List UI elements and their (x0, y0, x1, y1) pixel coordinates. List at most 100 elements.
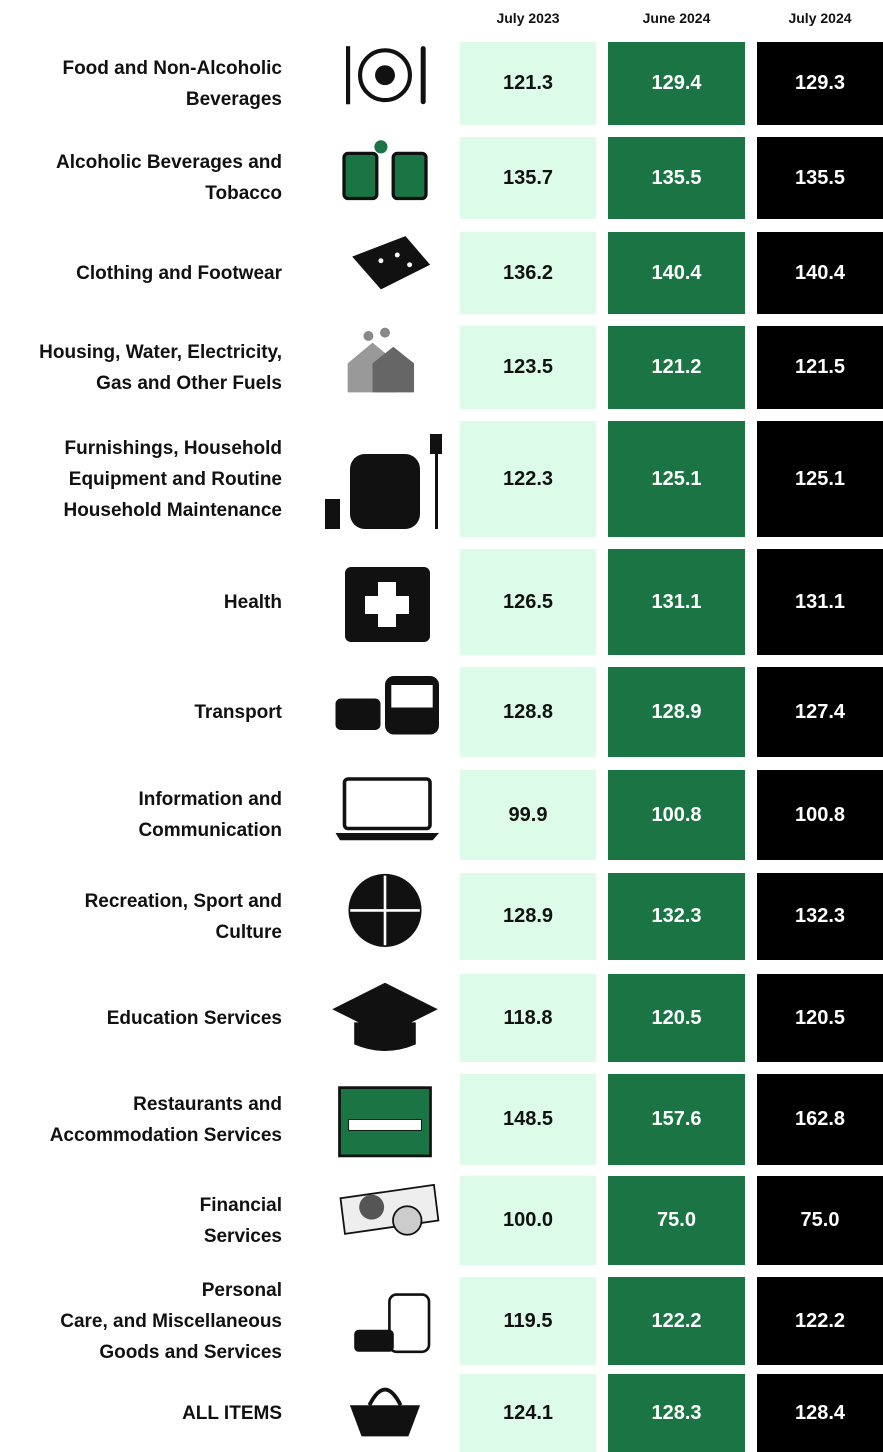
category-icon (320, 1277, 450, 1365)
value-cell: 131.1 (757, 549, 883, 655)
value-cell: 140.4 (757, 232, 883, 314)
value-cell: 118.8 (460, 974, 596, 1062)
row-label-line: Restaurants and (133, 1093, 282, 1115)
value-cell: 99.9 (460, 770, 596, 860)
value-cell: 121.2 (608, 326, 745, 409)
category-icon (320, 1176, 450, 1265)
icon (332, 982, 438, 1051)
value-cell: 100.0 (460, 1176, 596, 1265)
value-cell: 120.5 (608, 974, 745, 1062)
row-label-line: Gas and Other Fuels (96, 372, 282, 394)
row-label: Information and Communication (0, 770, 282, 860)
value-cell: 119.5 (460, 1277, 596, 1365)
row-label-line: Goods and Services (99, 1341, 282, 1363)
value-cell: 135.7 (460, 137, 596, 219)
icon (339, 1183, 440, 1236)
column-header: July 2024 (788, 10, 852, 26)
value-cell: 122.3 (460, 421, 596, 537)
icon (338, 1086, 432, 1158)
value-cell: 100.8 (608, 770, 745, 860)
row-label: Financial Services (0, 1176, 282, 1265)
value-cell: 157.6 (608, 1074, 745, 1165)
icon (347, 327, 415, 393)
row-label-line: Services (203, 1225, 282, 1247)
value-cell: 132.3 (757, 873, 883, 960)
value-cell: 129.4 (608, 42, 745, 125)
row-label-line: Financial (199, 1194, 282, 1216)
row-label: Clothing and Footwear (0, 232, 282, 314)
icon (352, 236, 431, 290)
category-icon (320, 873, 450, 960)
row-label: Transport (0, 667, 282, 757)
row-label-line: Recreation, Sport and (84, 890, 282, 912)
row-label-line: Culture (215, 921, 283, 943)
row-label-line: Health (223, 591, 282, 613)
row-label-line: Education Services (106, 1007, 282, 1029)
row-label-line: Accommodation Services (49, 1124, 282, 1146)
category-icon (320, 549, 450, 655)
value-cell: 120.5 (757, 974, 883, 1062)
category-icon (320, 770, 450, 860)
row-label: Food and Non-Alcoholic Beverages (0, 42, 282, 125)
row-label: Education Services (0, 974, 282, 1062)
value-cell: 128.3 (608, 1374, 745, 1452)
value-cell: 123.5 (460, 326, 596, 409)
value-cell: 125.1 (608, 421, 745, 537)
row-label-line: Furnishings, Household (64, 437, 282, 459)
value-cell: 132.3 (608, 873, 745, 960)
row-label-line: Equipment and Routine (68, 468, 282, 490)
category-icon (320, 42, 450, 125)
value-cell: 131.1 (608, 549, 745, 655)
category-icon (320, 974, 450, 1062)
value-cell: 121.5 (757, 326, 883, 409)
row-label-line: Household Maintenance (63, 499, 282, 521)
category-icon (320, 232, 450, 314)
value-cell: 100.8 (757, 770, 883, 860)
row-label: Recreation, Sport and Culture (0, 873, 282, 960)
row-label-line: Care, and Miscellaneous (60, 1310, 282, 1332)
row-label-line: Transport (194, 701, 282, 723)
row-label-line: Clothing and Footwear (76, 262, 282, 284)
value-cell: 128.8 (460, 667, 596, 757)
row-label-line: Housing, Water, Electricity, (39, 341, 282, 363)
row-label-line: ALL ITEMS (182, 1402, 282, 1424)
value-cell: 128.4 (757, 1374, 883, 1452)
row-label-line: Beverages (185, 88, 282, 110)
value-cell: 135.5 (608, 137, 745, 219)
row-label-line: Communication (138, 820, 282, 841)
column-header: June 2024 (642, 10, 711, 26)
row-label: Furnishings, Household Equipment and Rout… (0, 421, 282, 537)
row-label-line: Information and (138, 789, 282, 810)
category-icon (320, 1074, 450, 1165)
value-cell: 122.2 (608, 1277, 745, 1365)
value-cell: 128.9 (608, 667, 745, 757)
value-cell: 128.9 (460, 873, 596, 960)
value-cell: 162.8 (757, 1074, 883, 1165)
value-cell: 148.5 (460, 1074, 596, 1165)
row-label: Alcoholic Beverages and Tobacco (0, 137, 282, 219)
category-icon (320, 137, 450, 219)
category-icon (320, 667, 450, 757)
icon (348, 873, 422, 947)
value-cell: 125.1 (757, 421, 883, 537)
icon (335, 676, 439, 735)
row-label: Health (0, 549, 282, 655)
icon (354, 1293, 431, 1354)
row-label: Housing, Water, Electricity, Gas and Othe… (0, 326, 282, 409)
row-label: Restaurants and Accommodation Services (0, 1074, 282, 1165)
category-icon (320, 326, 450, 409)
icon (345, 46, 426, 105)
value-cell: 126.5 (460, 549, 596, 655)
icon (345, 567, 430, 642)
row-label: Personal Care, and Miscellaneous Goods and… (0, 1277, 282, 1365)
value-cell: 136.2 (460, 232, 596, 314)
value-cell: 122.2 (757, 1277, 883, 1365)
icon (325, 434, 442, 529)
column-header: July 2023 (496, 10, 560, 26)
value-cell: 135.5 (757, 137, 883, 219)
row-label: ALL ITEMS (0, 1374, 282, 1452)
row-label-line: Food and Non-Alcoholic (62, 57, 282, 79)
icon (342, 140, 428, 201)
value-cell: 129.3 (757, 42, 883, 125)
